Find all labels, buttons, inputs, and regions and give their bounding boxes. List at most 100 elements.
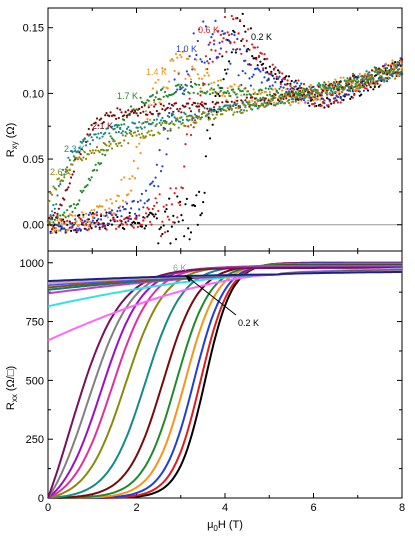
rxy-point [392,63,395,66]
rxy-point [278,96,281,99]
rxy-point [232,113,235,116]
rxy-point [223,95,227,98]
rxy-point [298,84,301,87]
rxy-point [105,144,108,147]
rxy-point [398,72,401,75]
rxy-point [165,208,168,211]
rxy-point [79,189,82,192]
rxy-point [313,102,316,105]
rxy-point [109,135,112,138]
rxy-point [106,149,109,152]
rxy-point [290,79,293,83]
rxy-point [166,87,169,90]
rxy-point [67,215,70,218]
rxy-point [143,216,146,219]
rxy-point [218,107,221,110]
rxy-point [49,214,52,217]
rxy-point [392,68,395,71]
rxy-point [357,80,360,83]
rxy-point [215,113,218,116]
rxy-point [247,28,250,31]
rxy-point [180,111,183,114]
rxy-point [95,146,99,149]
rxy-point [195,53,198,57]
rxy-point [147,106,150,109]
rxy-point [222,37,225,40]
rxy-point [164,68,167,71]
rxy-point [237,87,240,90]
rxy-point [391,70,394,74]
rxy-point [176,216,179,219]
rxy-point [116,210,119,213]
rxy-point [195,58,198,62]
rxy-point [365,87,368,90]
rxy-point [217,56,220,59]
rxy-point [153,105,156,108]
rxy-point [134,109,137,112]
rxy-point [192,91,195,94]
rxy-point [120,123,123,126]
rxy-point [327,97,330,101]
rxy-point [109,212,112,215]
rxy-point [85,157,88,160]
rxy-point [200,113,203,116]
rxy-point [97,161,100,164]
rxy-point [153,118,156,122]
rxy-point [198,115,201,118]
rxy-point [294,91,297,94]
rxy-point [56,219,59,222]
rxy-point [143,202,146,205]
rxy-point [181,121,184,124]
rxy-point [131,225,134,228]
rxy-point [181,118,184,122]
rxy-point [260,52,263,55]
rxy-point [196,73,199,76]
rxy-ylabel-main: R [5,149,17,157]
rxy-point [71,225,74,228]
rxy-point [191,103,194,106]
rxy-point [249,84,252,87]
rxy-point [183,93,186,96]
rxy-point [80,159,84,162]
rxy-point [101,135,104,138]
rxy-point [277,102,280,105]
rxy-point [61,179,65,182]
rxy-point [204,68,207,71]
rxy-point [151,121,154,124]
rxy-point [127,125,130,129]
rxy-point [97,132,100,135]
rxy-point [204,25,207,28]
annotation-0.2k: 0.2 K [238,318,259,328]
rxy-point [327,104,330,107]
rxy-point [278,100,281,103]
rxy-point [79,228,82,231]
rxy-point [361,86,364,89]
rxy-point [53,218,56,221]
rxy-point [179,85,182,89]
rxy-point [85,212,88,215]
rxy-point [229,94,232,98]
rxy-point [264,71,267,74]
rxy-point [139,199,142,202]
rxy-point [206,71,209,74]
rxy-point [207,110,210,113]
rxy-point [294,100,297,103]
rxy-point [304,102,307,105]
rxy-point [140,106,143,109]
rxy-point [243,93,246,96]
rxy-point [236,96,239,99]
rxy-point [158,101,161,104]
rxy-point [168,122,171,126]
rxy-point [233,31,236,34]
rxy-point [120,144,123,147]
rxy-point [87,127,90,131]
rxy-point [245,39,248,43]
rxy-point [74,207,77,210]
rxy-point [228,39,231,42]
rxy-point [68,169,71,172]
rxy-point [221,94,224,97]
rxy-point [154,103,157,106]
rxy-point [169,242,172,245]
rxy-point [202,84,205,87]
rxy-point [219,47,222,50]
